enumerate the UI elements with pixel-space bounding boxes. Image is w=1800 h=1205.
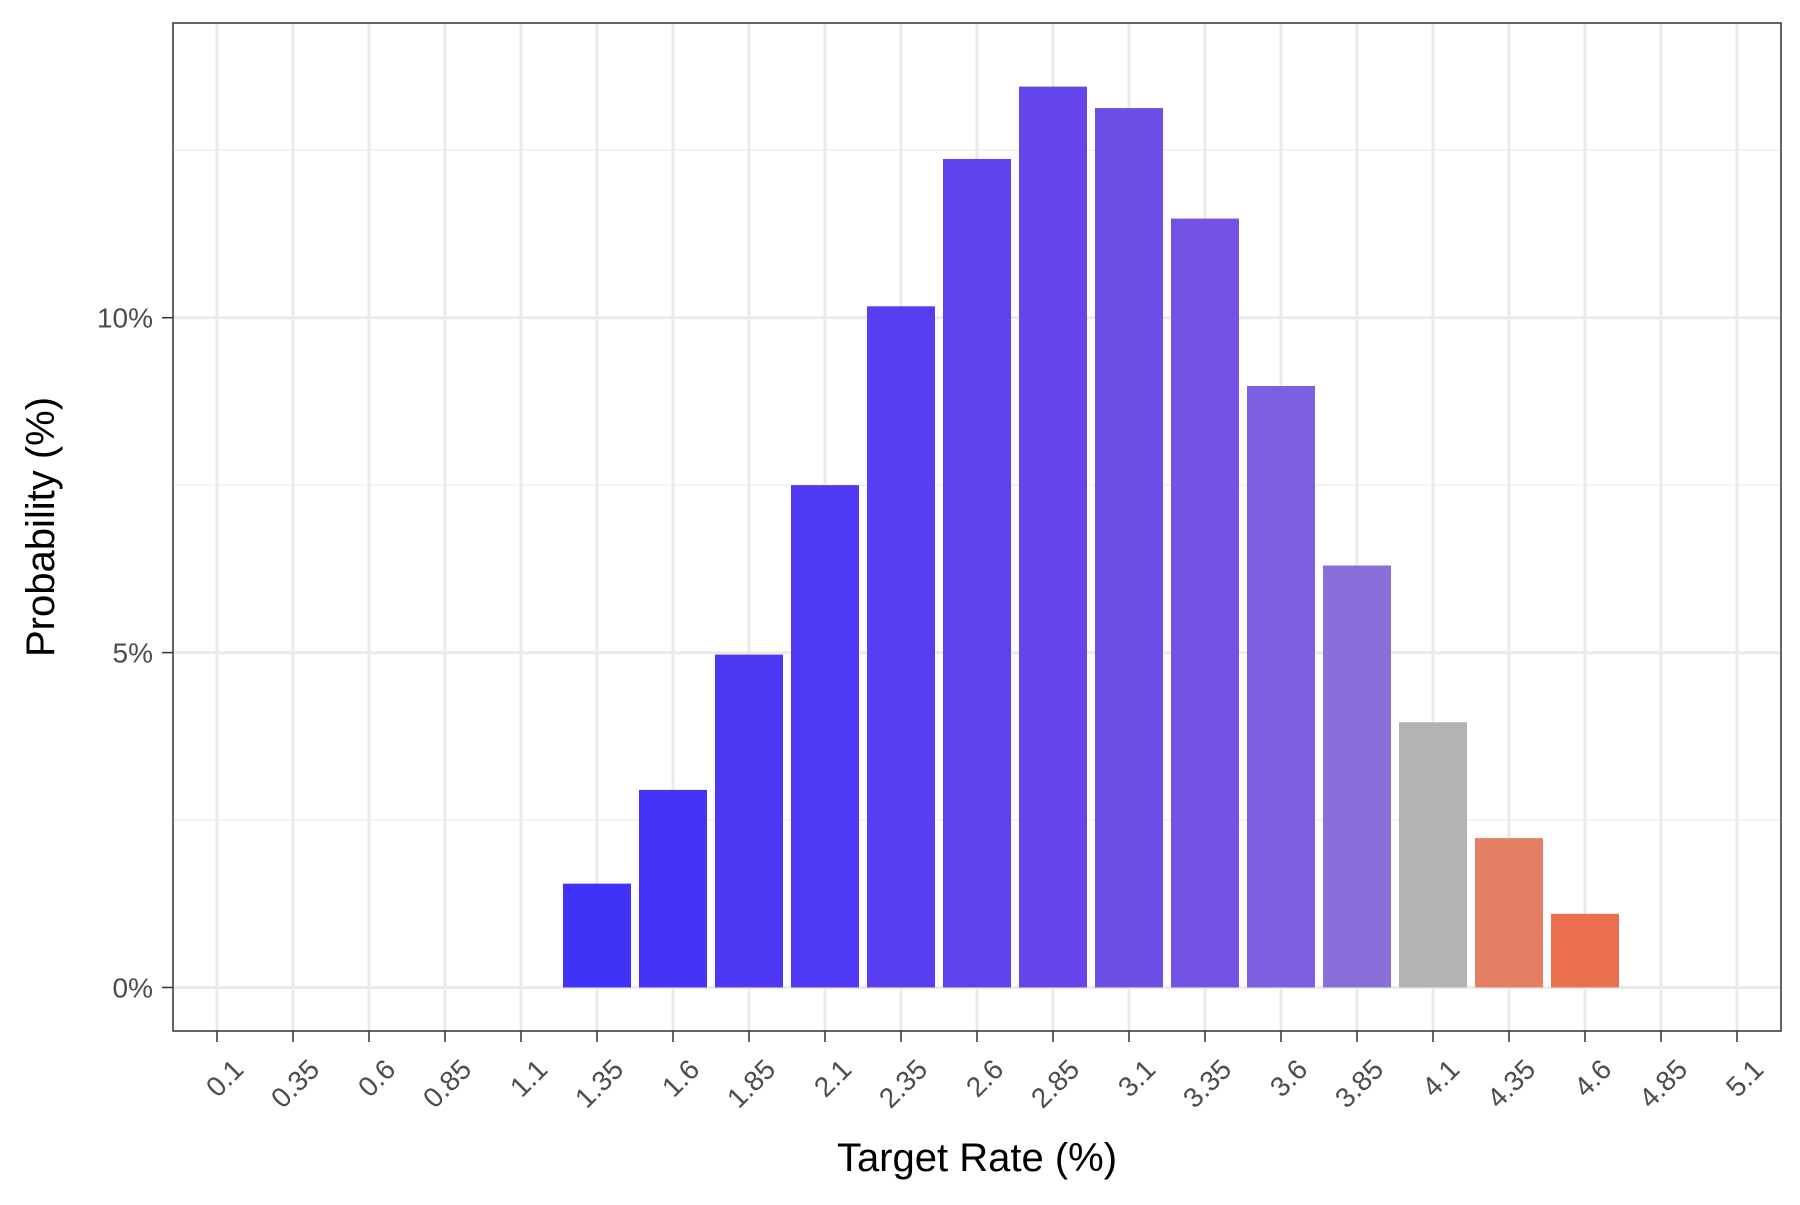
bar-layer [563, 86, 1619, 988]
bar-4.1 [1399, 722, 1467, 988]
bar-2.85 [1019, 86, 1087, 988]
bar-1.35 [563, 883, 631, 988]
x-axis-title: Target Rate (%) [837, 1136, 1117, 1180]
bar-3.85 [1323, 565, 1391, 988]
bar-1.6 [639, 789, 707, 988]
y-axis-title: Probability (%) [19, 397, 63, 657]
bar-2.1 [791, 485, 859, 988]
bar-3.6 [1247, 386, 1315, 988]
bar-3.1 [1095, 108, 1163, 988]
y-tick-label: 10% [97, 303, 153, 334]
bar-4.6 [1551, 913, 1619, 988]
bar-1.85 [715, 654, 783, 988]
bar-3.35 [1171, 218, 1239, 988]
y-tick-label: 5% [113, 638, 153, 669]
bar-4.35 [1475, 838, 1543, 988]
bar-2.6 [943, 158, 1011, 988]
bar-2.35 [867, 306, 935, 988]
y-tick-label: 0% [113, 972, 153, 1003]
